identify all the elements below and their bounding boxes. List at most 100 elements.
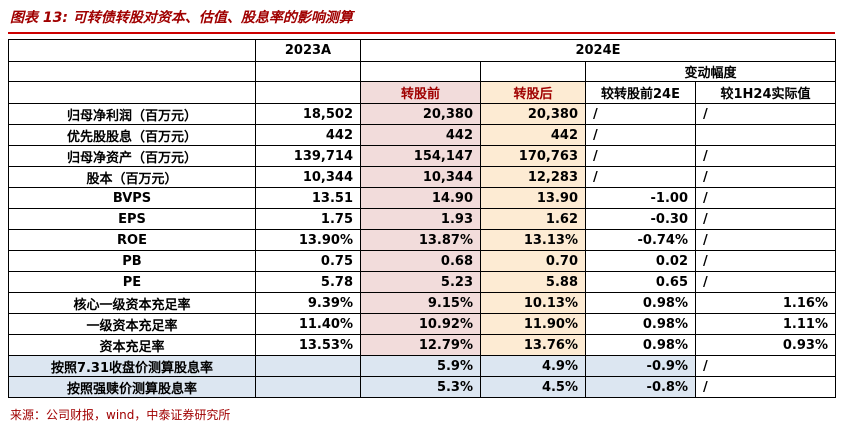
cell-post: 4.9% — [480, 355, 586, 377]
table-row: ROE 13.90% 13.87% 13.13% -0.74% / — [8, 229, 836, 251]
blank-cell — [8, 61, 256, 82]
source-note: 来源：公司财报，wind，中泰证券研究所 — [10, 408, 231, 422]
blank-cell — [480, 61, 586, 82]
cell-post: 4.5% — [480, 376, 586, 398]
cell-pre: 442 — [360, 124, 481, 146]
blank-cell — [8, 81, 256, 104]
cell-pre: 10,344 — [360, 166, 481, 188]
cell-vs_pre: / — [585, 124, 696, 146]
cell-vs_1h24 — [695, 124, 836, 146]
corner-blank-cell — [8, 39, 256, 62]
table-row: 归母净利润（百万元） 18,502 20,380 20,380// — [8, 103, 836, 125]
cell-vs_1h24: / — [695, 229, 836, 251]
cell-vs_pre: -1.00 — [585, 187, 696, 209]
header-vs-1h24-actual: 较1H24实际值 — [695, 81, 836, 104]
header-2023a: 2023A — [255, 39, 361, 62]
table-row: 归母净资产（百万元） 139,714 154,147 170,763// — [8, 145, 836, 167]
cell-a2023: 1.75 — [255, 208, 361, 230]
cell-a2023 — [255, 376, 361, 398]
blank-cell — [255, 81, 361, 104]
cell-vs_1h24: / — [695, 103, 836, 125]
header-vs-pre-24e: 较转股前24E — [585, 81, 696, 104]
cell-label: 按照7.31收盘价测算股息率 — [8, 355, 256, 377]
cell-vs_pre: 0.65 — [585, 271, 696, 293]
cell-vs_1h24: / — [695, 208, 836, 230]
table-row: 按照强赎价测算股息率 5.3% 4.5% -0.8% / — [8, 376, 836, 398]
cell-a2023: 442 — [255, 124, 361, 146]
cell-pre: 0.68 — [360, 250, 481, 272]
cell-label: 资本充足率 — [8, 334, 256, 356]
cell-pre: 13.87% — [360, 229, 481, 251]
header-post-conversion: 转股后 — [480, 81, 586, 104]
figure-table: 2023A 2024E 变动幅度 转股前 转股后 较转股前24E 较1H24实际… — [8, 39, 836, 398]
cell-vs_pre: 0.02 — [585, 250, 696, 272]
cell-label: 优先股股息（百万元） — [8, 124, 256, 146]
table-row: PB 0.75 0.68 0.70 0.02/ — [8, 250, 836, 272]
cell-pre: 14.90 — [360, 187, 481, 209]
blank-cell — [360, 61, 481, 82]
header-pre-conversion: 转股前 — [360, 81, 481, 104]
cell-a2023: 13.90% — [255, 229, 361, 251]
cell-a2023: 139,714 — [255, 145, 361, 167]
cell-pre: 20,380 — [360, 103, 481, 125]
cell-post: 0.70 — [480, 250, 586, 272]
cell-vs_pre: 0.98% — [585, 313, 696, 335]
cell-pre: 5.23 — [360, 271, 481, 293]
cell-label: 归母净资产（百万元） — [8, 145, 256, 167]
cell-vs_1h24: / — [695, 145, 836, 167]
header-row-scenario: 转股前 转股后 较转股前24E 较1H24实际值 — [8, 81, 836, 104]
cell-a2023: 13.51 — [255, 187, 361, 209]
cell-vs_1h24: 0.93% — [695, 334, 836, 356]
table-row: BVPS 13.51 14.90 13.90 -1.00/ — [8, 187, 836, 209]
cell-post: 13.13% — [480, 229, 586, 251]
header-row-change: 变动幅度 — [8, 61, 836, 82]
cell-a2023: 13.53% — [255, 334, 361, 356]
table-row: 按照7.31收盘价测算股息率 5.9% 4.9% -0.9% / — [8, 355, 836, 377]
cell-vs_1h24: 1.11% — [695, 313, 836, 335]
cell-vs_pre: -0.9% — [585, 355, 696, 377]
cell-label: 核心一级资本充足率 — [8, 292, 256, 314]
cell-label: 按照强赎价测算股息率 — [8, 376, 256, 398]
table-header: 2023A 2024E 变动幅度 转股前 转股后 较转股前24E 较1H24实际… — [8, 39, 836, 104]
cell-vs_1h24: 1.16% — [695, 292, 836, 314]
header-row-year: 2023A 2024E — [8, 39, 836, 62]
table-row: 核心一级资本充足率 9.39% 9.15% 10.13% 0.98% 1.16% — [8, 292, 836, 314]
cell-a2023 — [255, 355, 361, 377]
cell-a2023: 0.75 — [255, 250, 361, 272]
cell-label: PE — [8, 271, 256, 293]
cell-post: 12,283 — [480, 166, 586, 188]
figure-title: 图表 13: 可转债转股对资本、估值、股息率的影响测算 — [10, 10, 353, 26]
cell-post: 1.62 — [480, 208, 586, 230]
cell-vs_pre: 0.98% — [585, 292, 696, 314]
cell-a2023: 9.39% — [255, 292, 361, 314]
cell-pre: 1.93 — [360, 208, 481, 230]
cell-vs_1h24: / — [695, 187, 836, 209]
cell-post: 5.88 — [480, 271, 586, 293]
cell-vs_pre: 0.98% — [585, 334, 696, 356]
cell-label: 归母净利润（百万元） — [8, 103, 256, 125]
table-row: PE 5.78 5.23 5.88 0.65/ — [8, 271, 836, 293]
cell-vs_1h24: / — [695, 376, 836, 398]
cell-post: 13.76% — [480, 334, 586, 356]
table-row: 优先股股息（百万元） 442 442 442/ — [8, 124, 836, 146]
table-row: 一级资本充足率 11.40% 10.92% 11.90% 0.98% 1.11% — [8, 313, 836, 335]
cell-vs_1h24: / — [695, 250, 836, 272]
cell-label: 一级资本充足率 — [8, 313, 256, 335]
cell-a2023: 11.40% — [255, 313, 361, 335]
cell-vs_pre: / — [585, 145, 696, 167]
cell-post: 10.13% — [480, 292, 586, 314]
cell-label: ROE — [8, 229, 256, 251]
cell-post: 20,380 — [480, 103, 586, 125]
cell-pre: 9.15% — [360, 292, 481, 314]
cell-label: 股本（百万元） — [8, 166, 256, 188]
table-row: 资本充足率 13.53% 12.79% 13.76% 0.98% 0.93% — [8, 334, 836, 356]
header-2024e: 2024E — [360, 39, 836, 62]
cell-pre: 5.9% — [360, 355, 481, 377]
cell-post: 13.90 — [480, 187, 586, 209]
cell-vs_pre: / — [585, 166, 696, 188]
cell-vs_pre: -0.8% — [585, 376, 696, 398]
table-body: 归母净利润（百万元） 18,502 20,380 20,380// 优先股股息（百万元）… — [8, 103, 836, 398]
cell-vs_pre: -0.30 — [585, 208, 696, 230]
table-row: 股本（百万元） 10,344 10,344 12,283// — [8, 166, 836, 188]
